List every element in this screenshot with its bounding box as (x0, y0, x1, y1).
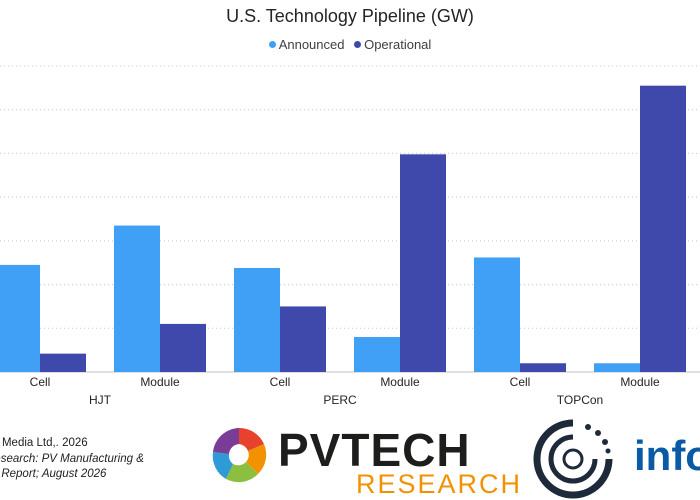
bar-operational-1 (160, 323, 206, 372)
copyright-line: lar Media Ltd,. 2026 (0, 437, 88, 449)
bar-announced-1 (114, 225, 160, 372)
pvtech-emblem-icon (212, 427, 267, 483)
x-group-label: TOPCon (557, 393, 603, 407)
legend-item-announced[interactable]: Announced (268, 37, 345, 52)
x-tick-label: Cell (270, 375, 291, 389)
x-group-label: PERC (323, 393, 357, 407)
bar-operational-3 (400, 154, 446, 372)
x-tick-label: Cell (30, 375, 51, 389)
bar-operational-2 (280, 306, 326, 372)
info-logo: info (528, 415, 700, 500)
bar-announced-0 (0, 264, 40, 372)
x-tick-label: Cell (510, 375, 531, 389)
chart-title: U.S. Technology Pipeline (GW) (226, 6, 474, 26)
bar-announced-3 (354, 337, 400, 372)
bar-operational-0 (40, 353, 86, 372)
source-line: Research: PV Manufacturing & (0, 452, 144, 465)
x-group-label: HJT (89, 393, 112, 407)
x-tick-label: Module (620, 375, 660, 389)
bar-operational-5 (640, 85, 686, 373)
bar-operational-4 (520, 363, 566, 372)
info-wordmark: info (634, 432, 700, 479)
bar-chart: Cell Module Cell Module Cell Module HJT PERC TOP… (0, 65, 700, 407)
bar-announced-5 (594, 363, 640, 372)
x-tick-label: Module (380, 375, 420, 389)
x-tick-label: Module (140, 375, 180, 389)
legend: Announced Operational (0, 37, 700, 52)
bar-announced-4 (474, 257, 520, 372)
bar-announced-2 (234, 267, 280, 372)
legend-label-operational: Operational (364, 37, 432, 52)
legend-swatch-operational (354, 41, 362, 48)
legend-label-announced: Announced (278, 37, 345, 52)
pvtech-wordmark: PVTECH (278, 424, 471, 476)
legend-item-operational[interactable]: Operational (354, 37, 431, 52)
source-line-2: gy Report; August 2026 (0, 468, 107, 480)
source-note: lar Media Ltd,. 2026 Research: PV Manufa… (0, 436, 176, 483)
legend-swatch-announced (268, 41, 276, 48)
info-emblem-icon (533, 419, 613, 499)
pvtech-research-logo: PVTECH RESEARCH (208, 420, 520, 500)
research-wordmark: RESEARCH (356, 469, 523, 499)
